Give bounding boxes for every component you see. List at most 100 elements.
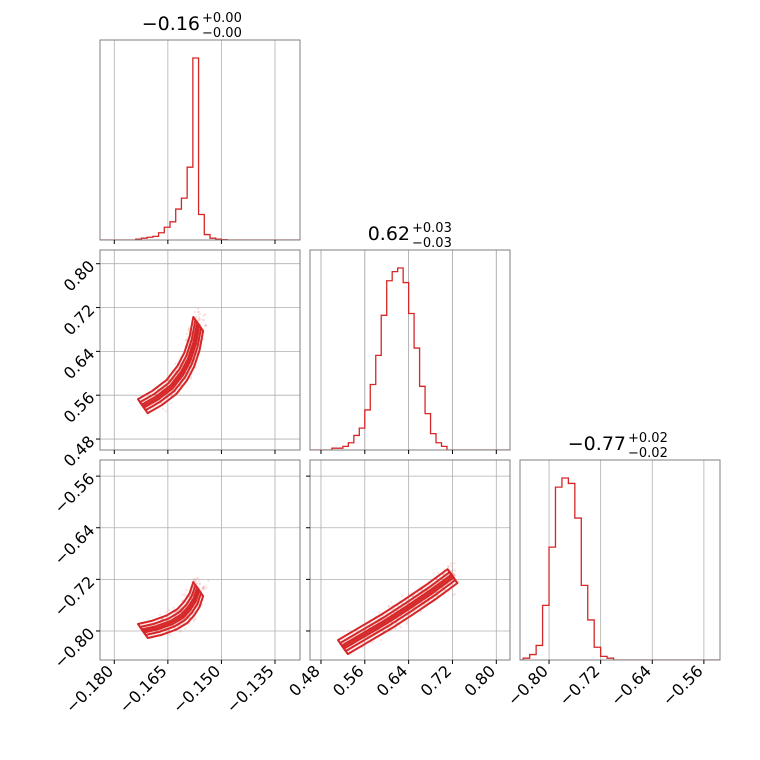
sample-point bbox=[203, 313, 207, 316]
sample-point bbox=[164, 409, 168, 413]
sample-point bbox=[453, 574, 456, 577]
sample-point bbox=[202, 585, 205, 589]
sample-point bbox=[193, 310, 197, 314]
sample-point bbox=[388, 605, 391, 608]
sample-point bbox=[394, 627, 397, 630]
x-tick-label: 0.64 bbox=[373, 661, 412, 700]
title-sub-1: −0.03 bbox=[412, 236, 452, 251]
y-tick-label: −0.56 bbox=[50, 469, 98, 517]
sample-point bbox=[198, 582, 202, 585]
sample-point bbox=[167, 608, 170, 611]
sample-point bbox=[197, 310, 201, 313]
sample-point bbox=[450, 570, 453, 573]
sample-point bbox=[187, 330, 190, 333]
sample-point bbox=[390, 601, 393, 604]
sample-point bbox=[202, 587, 205, 590]
sample-point bbox=[192, 619, 196, 623]
sample-point bbox=[452, 572, 456, 576]
sample-point bbox=[198, 318, 202, 321]
x-tick-label: 0.72 bbox=[417, 661, 456, 700]
sample-point bbox=[178, 630, 181, 633]
sample-point bbox=[407, 593, 410, 596]
y-tick-label: 0.64 bbox=[60, 344, 99, 383]
x-tick-label: 0.56 bbox=[329, 661, 368, 700]
panels: 0.480.560.640.720.80−0.180−0.165−0.150−0… bbox=[50, 39, 721, 717]
title-sub-2: −0.02 bbox=[628, 446, 668, 461]
title-sup-0: +0.00 bbox=[202, 11, 242, 26]
x-tick-label: −0.180 bbox=[62, 661, 117, 716]
sample-point bbox=[427, 600, 430, 604]
panel-title-2: −0.77 +0.02 −0.02 bbox=[568, 431, 668, 461]
sample-point bbox=[412, 610, 415, 613]
sample-point bbox=[198, 579, 201, 583]
sample-point bbox=[174, 362, 177, 365]
plot-area bbox=[136, 307, 208, 415]
plot-area bbox=[100, 57, 300, 240]
title-sup-1: +0.03 bbox=[412, 221, 452, 236]
histogram-series bbox=[100, 57, 300, 240]
panel-row3-col3: −0.80 −0.72 −0.64 −0.56 bbox=[504, 459, 721, 709]
x-tick-label: −0.64 bbox=[607, 661, 655, 709]
sample-point bbox=[203, 588, 206, 591]
sample-point bbox=[202, 314, 205, 317]
title-value-2: −0.77 bbox=[568, 433, 626, 455]
x-tick-label: 0.48 bbox=[285, 661, 324, 700]
x-tick-label: −0.56 bbox=[659, 661, 707, 709]
sample-point bbox=[205, 586, 208, 589]
sample-point bbox=[437, 572, 440, 575]
sample-point bbox=[387, 604, 390, 607]
sample-point bbox=[207, 579, 210, 582]
sample-point bbox=[168, 633, 171, 636]
sample-point bbox=[184, 339, 187, 342]
sample-point bbox=[184, 627, 187, 630]
density-ridge bbox=[342, 575, 453, 648]
sample-point bbox=[419, 610, 423, 613]
sample-point bbox=[457, 580, 460, 583]
panel-frame bbox=[99, 459, 301, 661]
sample-point bbox=[452, 593, 455, 597]
sample-point bbox=[442, 568, 446, 571]
title-value-1: 0.62 bbox=[368, 223, 410, 245]
title-value-0: −0.16 bbox=[142, 13, 200, 35]
panel-frame bbox=[309, 459, 511, 661]
sample-point bbox=[161, 617, 164, 621]
sample-point bbox=[172, 606, 175, 609]
panel-frame bbox=[99, 39, 301, 241]
sample-point bbox=[202, 319, 205, 322]
contour-inner bbox=[340, 573, 455, 650]
sample-point bbox=[447, 565, 450, 568]
sample-point bbox=[197, 577, 200, 580]
sample-point bbox=[399, 626, 402, 629]
sample-point bbox=[368, 622, 371, 625]
sample-point bbox=[432, 572, 435, 575]
sample-point bbox=[371, 640, 375, 644]
sample-point bbox=[450, 565, 453, 568]
y-tick-label: −0.72 bbox=[50, 572, 98, 620]
plot-area bbox=[310, 267, 510, 450]
sample-point bbox=[195, 576, 198, 580]
sample-point bbox=[185, 333, 189, 336]
sample-point bbox=[447, 565, 450, 568]
sample-point bbox=[377, 611, 381, 614]
sample-point bbox=[453, 562, 456, 565]
sample-point bbox=[192, 617, 195, 621]
contour-inner bbox=[140, 321, 201, 409]
panel-row2-col2 bbox=[309, 249, 511, 454]
histogram-series bbox=[310, 267, 510, 450]
plot-area bbox=[520, 477, 720, 660]
sample-point bbox=[189, 377, 193, 380]
sample-point bbox=[197, 317, 201, 320]
sample-point bbox=[187, 327, 191, 330]
sample-point bbox=[194, 580, 197, 583]
sample-point bbox=[181, 593, 184, 596]
sample-point bbox=[196, 582, 199, 585]
sample-point bbox=[453, 574, 457, 577]
sample-point bbox=[190, 375, 193, 379]
sample-point bbox=[200, 588, 204, 591]
y-tick-label: −0.64 bbox=[50, 521, 98, 569]
sample-point bbox=[170, 401, 173, 405]
sample-point bbox=[204, 323, 207, 327]
sample-point bbox=[187, 617, 191, 620]
sample-point bbox=[185, 589, 188, 592]
x-tick-label: −0.135 bbox=[223, 661, 278, 716]
